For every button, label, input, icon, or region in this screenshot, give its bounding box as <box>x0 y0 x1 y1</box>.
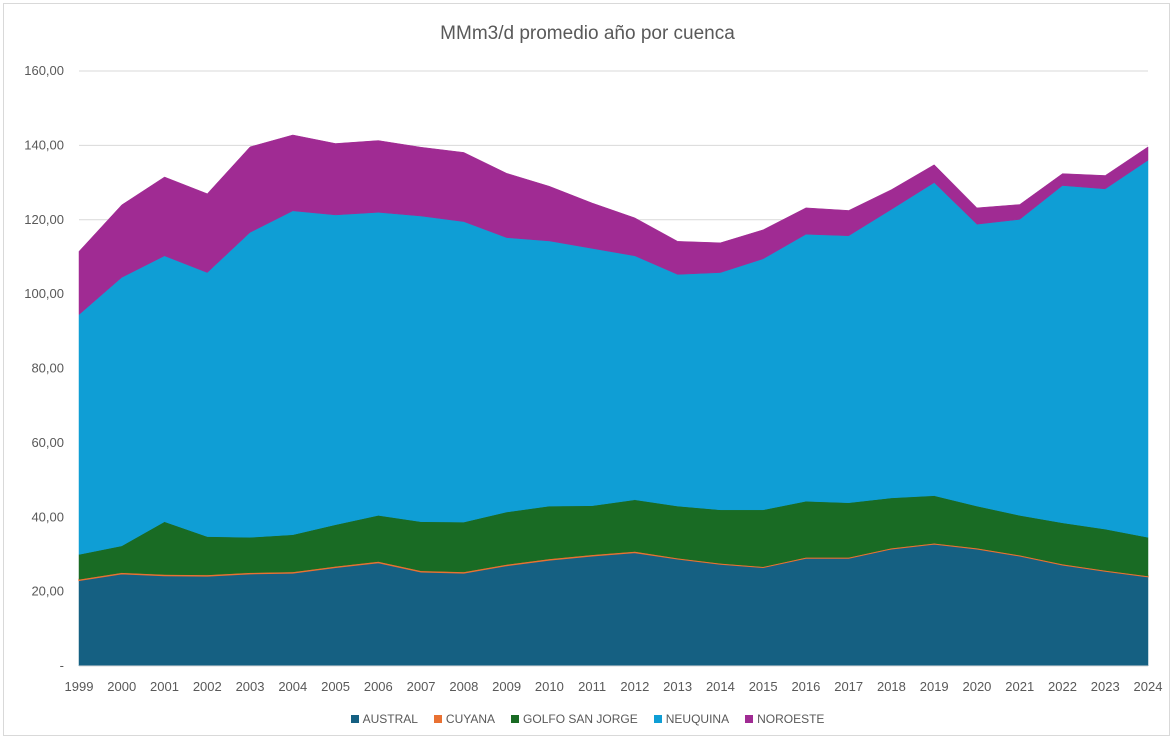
x-tick-label: 2020 <box>962 679 991 694</box>
x-tick-label: 2021 <box>1005 679 1034 694</box>
x-tick-label: 2008 <box>449 679 478 694</box>
legend-swatch <box>511 715 520 723</box>
x-tick-label: 2006 <box>364 679 393 694</box>
legend-swatch <box>350 715 359 723</box>
y-tick-label: - <box>60 658 64 673</box>
x-tick-label: 2024 <box>1134 679 1163 694</box>
x-tick-label: 2018 <box>877 679 906 694</box>
area-series <box>78 134 1149 316</box>
y-tick-label: 60,00 <box>31 435 64 450</box>
x-tick-label: 2012 <box>620 679 649 694</box>
legend-item: NEUQUINA <box>653 712 730 726</box>
x-tick-label: 2016 <box>791 679 820 694</box>
y-tick-label: 160,00 <box>24 63 64 78</box>
x-tick-label: 2010 <box>535 679 564 694</box>
y-tick-label: 140,00 <box>24 137 64 152</box>
x-tick-label: 2011 <box>578 679 606 694</box>
x-tick-label: 2017 <box>834 679 863 694</box>
legend: AUSTRAL CUYANA GOLFO SAN JORGE NEUQUINA NORO… <box>0 712 1175 726</box>
legend-swatch <box>433 715 442 723</box>
legend-swatch <box>653 715 662 723</box>
x-tick-label: 2002 <box>193 679 222 694</box>
x-tick-label: 2023 <box>1091 679 1120 694</box>
x-tick-label: 2003 <box>236 679 265 694</box>
x-tick-label: 2014 <box>706 679 735 694</box>
legend-item: GOLFO SAN JORGE <box>511 712 638 726</box>
x-tick-label: 2022 <box>1048 679 1077 694</box>
x-tick-label: 1999 <box>65 679 94 694</box>
legend-item: CUYANA <box>433 712 496 726</box>
y-tick-label: 120,00 <box>24 212 64 227</box>
x-tick-label: 2013 <box>663 679 692 694</box>
chart-title: MMm3/d promedio año por cuenca <box>440 23 735 44</box>
legend-swatch <box>745 715 754 723</box>
legend-label: AUSTRAL <box>362 712 418 726</box>
legend-label: CUYANA <box>445 712 496 726</box>
legend-label: NOROESTE <box>757 712 825 726</box>
y-tick-label: 100,00 <box>24 286 64 301</box>
y-tick-label: 80,00 <box>31 361 64 376</box>
legend-label: GOLFO SAN JORGE <box>523 712 638 726</box>
x-tick-label: 2015 <box>749 679 778 694</box>
x-tick-label: 2007 <box>407 679 436 694</box>
x-tick-label: 2000 <box>107 679 136 694</box>
x-tick-label: 2005 <box>321 679 350 694</box>
x-tick-label: 2001 <box>150 679 179 694</box>
x-tick-label: 2009 <box>492 679 521 694</box>
x-tick-label: 2019 <box>920 679 949 694</box>
legend-item: NOROESTE <box>745 712 824 726</box>
legend-label: NEUQUINA <box>665 712 730 726</box>
y-tick-label: 20,00 <box>31 584 64 599</box>
legend-item: AUSTRAL <box>350 712 418 726</box>
y-tick-label: 40,00 <box>31 509 64 524</box>
x-tick-label: 2004 <box>278 679 307 694</box>
